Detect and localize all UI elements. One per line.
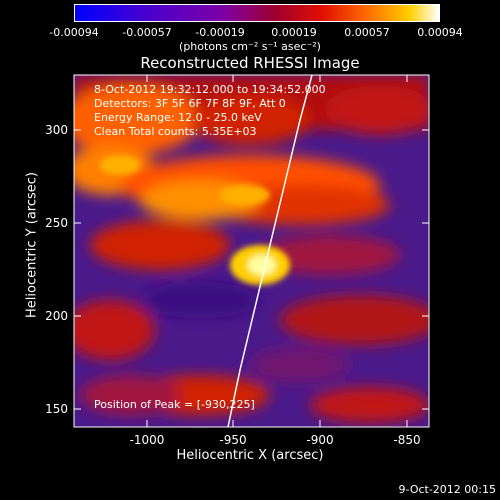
annotation-energy: Energy Range: 12.0 - 25.0 keV (94, 111, 262, 124)
colorbar (74, 4, 440, 22)
colorbar-unit-label: (photons cm⁻² s⁻¹ asec⁻²) (179, 40, 321, 53)
image-title: Reconstructed RHESSI Image (140, 54, 360, 72)
x-tick-label: -850 (393, 433, 421, 447)
x-tick-label: -900 (306, 433, 334, 447)
colorbar-tick: -0.00057 (122, 26, 172, 39)
y-tick-label: 150 (45, 402, 68, 416)
footer-timestamp: 9-Oct-2012 00:15 (398, 483, 496, 496)
x-tick-label: -1000 (129, 433, 165, 447)
y-tick-label: 200 (45, 309, 68, 323)
x-axis-label: Heliocentric X (arcsec) (176, 448, 324, 463)
y-axis-label: Heliocentric Y (arcsec) (24, 172, 40, 318)
colorbar-tick: 0.00057 (344, 26, 390, 39)
solar-limb-line (227, 75, 313, 427)
y-tick-label: 250 (45, 216, 68, 230)
annotation-peak: Position of Peak = [-930,225] (94, 398, 255, 411)
x-tick-label: -950 (219, 433, 247, 447)
image-map (74, 75, 429, 427)
annotation-detectors: Detectors: 3F 5F 6F 7F 8F 9F, Att 0 (94, 97, 286, 110)
plot-frame (73, 74, 430, 428)
annotation-time: 8-Oct-2012 19:32:12.000 to 19:34:52.000 (94, 83, 326, 96)
colorbar-tick: -0.00094 (49, 26, 99, 39)
annotation-clean: Clean Total counts: 5.35E+03 (94, 125, 257, 138)
colorbar-tick: -0.00019 (195, 26, 245, 39)
axis-ticks (74, 75, 429, 427)
colorbar-tick: 0.00019 (271, 26, 317, 39)
colorbar-tick: 0.00094 (417, 26, 463, 39)
y-tick-label: 300 (45, 123, 68, 137)
